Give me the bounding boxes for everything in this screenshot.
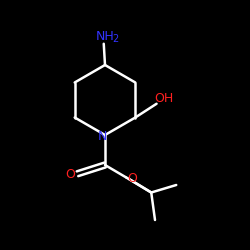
Text: NH: NH <box>96 30 114 43</box>
Text: OH: OH <box>154 92 173 105</box>
Text: O: O <box>66 168 76 181</box>
Text: 2: 2 <box>112 34 118 44</box>
Text: O: O <box>127 172 137 185</box>
Text: N: N <box>98 130 107 143</box>
